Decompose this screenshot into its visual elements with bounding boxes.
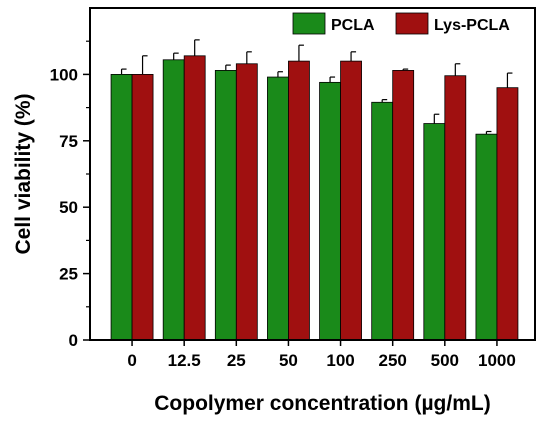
legend-swatch-lys-pcla [395, 12, 429, 35]
x-tick-label-1000: 1000 [478, 351, 516, 370]
bar-lys-pcla-25 [235, 63, 258, 341]
bar-pcla-250 [371, 101, 394, 341]
plot-frame [89, 7, 536, 341]
y-tick-label-100: 100 [50, 65, 78, 84]
bar-pcla-50 [267, 76, 289, 341]
bar-pcla-0 [110, 74, 133, 341]
axis-layer: 0 12.5 25 50 100 250 500 1000 0 25 50 75 100 [50, 40, 516, 370]
bar-lys-pcla-100 [340, 60, 362, 341]
bar-pcla-1000 [475, 133, 498, 341]
legend-swatch-pcla [292, 12, 326, 35]
y-tick-label-0: 0 [69, 331, 78, 350]
bar-pcla-100 [319, 81, 341, 341]
x-tick-label-12.5: 12.5 [168, 351, 201, 370]
x-tick-label-500: 500 [431, 351, 459, 370]
bar-lys-pcla-0 [131, 74, 154, 341]
x-tick-label-250: 250 [379, 351, 407, 370]
bar-lys-pcla-50 [288, 60, 310, 341]
x-tick-label-0: 0 [127, 351, 136, 370]
y-tick-label-25: 25 [59, 265, 78, 284]
bar-lys-pcla-1000 [496, 87, 519, 341]
bar-lys-pcla-12.5 [183, 55, 206, 341]
legend: PCLA Lys-PCLA [292, 12, 510, 35]
error-bars-layer [120, 39, 513, 135]
bar-lys-pcla-250 [392, 70, 415, 341]
x-tick-label-25: 25 [227, 351, 246, 370]
bar-lys-pcla-500 [444, 75, 467, 341]
y-axis-title: Cell viability (%) [12, 93, 35, 254]
legend-label-lys-pcla: Lys-PCLA [434, 17, 510, 34]
bar-pcla-12.5 [162, 59, 185, 341]
legend-label-pcla: PCLA [331, 17, 375, 34]
bars-layer [110, 55, 519, 341]
x-tick-label-100: 100 [326, 351, 354, 370]
bar-pcla-500 [423, 123, 446, 341]
bar-pcla-25 [214, 70, 237, 341]
x-axis-title: Copolymer concentration (µg/mL) [154, 392, 490, 415]
y-tick-label-50: 50 [59, 198, 78, 217]
y-tick-label-75: 75 [59, 132, 78, 151]
x-tick-label-50: 50 [279, 351, 298, 370]
